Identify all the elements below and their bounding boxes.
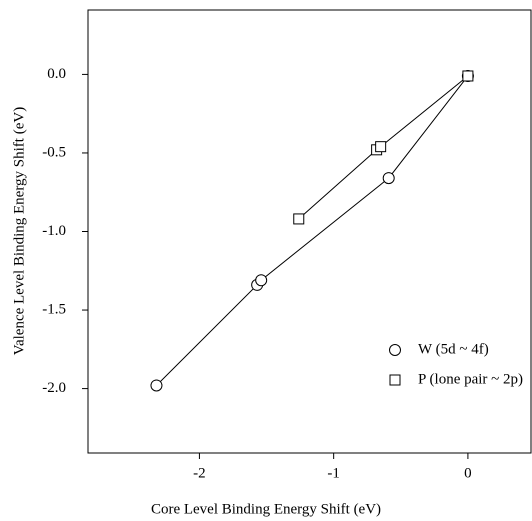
series-line bbox=[156, 75, 469, 386]
y-tick-label: -2.0 bbox=[42, 380, 66, 396]
legend-label: W (5d ~ 4f) bbox=[418, 341, 489, 357]
data-point bbox=[462, 70, 474, 82]
y-axis-label: Valence Level Binding Energy Shift (eV) bbox=[11, 107, 27, 355]
data-point bbox=[293, 213, 305, 225]
y-tick-label: -1.5 bbox=[42, 301, 66, 317]
data-point bbox=[255, 274, 268, 287]
x-axis-label: Core Level Binding Energy Shift (eV) bbox=[151, 501, 381, 517]
data-point bbox=[150, 379, 163, 392]
y-tick-label: -0.5 bbox=[42, 144, 66, 160]
x-tick-label: 0 bbox=[464, 465, 472, 481]
x-tick-label: -2 bbox=[193, 465, 206, 481]
legend-marker bbox=[389, 344, 401, 356]
y-tick-label: -1.0 bbox=[42, 223, 66, 239]
legend-label: P (lone pair ~ 2p) bbox=[418, 371, 523, 387]
legend-marker bbox=[389, 374, 401, 386]
data-point bbox=[375, 141, 387, 153]
x-tick-label: -1 bbox=[327, 465, 340, 481]
y-tick-label: 0.0 bbox=[47, 66, 66, 82]
data-point bbox=[382, 172, 395, 185]
